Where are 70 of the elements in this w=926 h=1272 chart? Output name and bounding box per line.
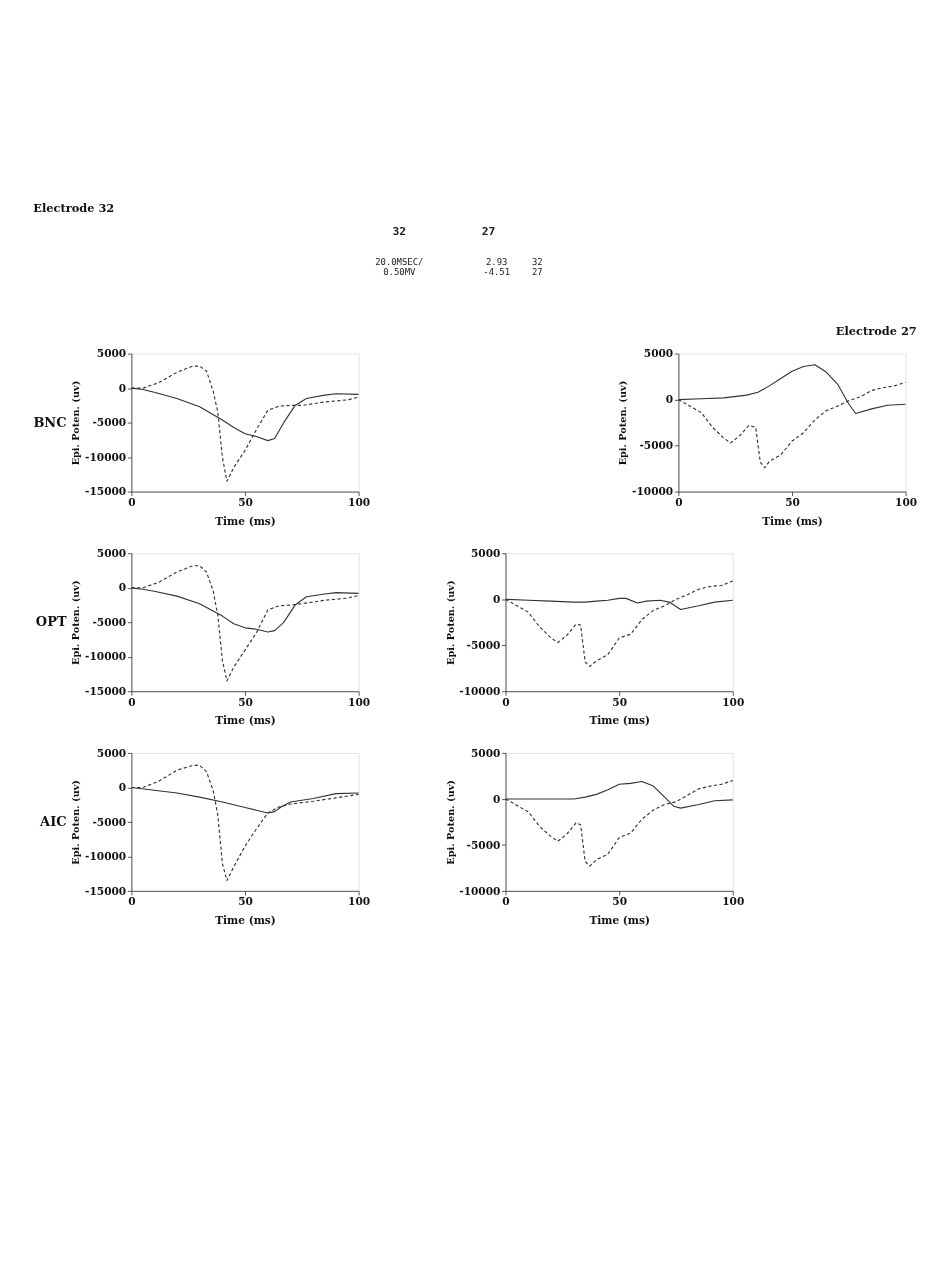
- x-tick-label: 100: [722, 895, 745, 908]
- x-tick-label: 50: [612, 695, 627, 708]
- y-tick-label: -15000: [85, 485, 127, 498]
- text: 20.0MSEC/: [375, 257, 424, 268]
- y-tick-label: 5000: [96, 746, 127, 759]
- chart-title: Electrode 32: [33, 201, 115, 216]
- y-tick-label: 5000: [470, 746, 501, 759]
- x-tick-label: 0: [502, 695, 510, 708]
- x-tick-label: 100: [348, 695, 371, 708]
- x-tick-label: 50: [238, 895, 253, 908]
- text: 0.50MV: [383, 266, 417, 277]
- y-tick-label: -15000: [85, 884, 127, 897]
- x-axis-title: Time (ms): [215, 514, 276, 527]
- x-axis-title: Time (ms): [589, 913, 650, 926]
- y-tick-label: -5000: [466, 838, 501, 851]
- y-tick-label: -10000: [459, 884, 501, 897]
- x-tick-label: 0: [128, 695, 136, 708]
- y-tick-label: 0: [492, 792, 501, 805]
- x-tick-label: 0: [128, 895, 136, 908]
- x-axis-title: Time (ms): [589, 714, 650, 727]
- y-tick-label: 5000: [643, 347, 674, 360]
- x-axis-title: Time (ms): [215, 913, 276, 926]
- y-tick-label: -15000: [85, 684, 127, 697]
- y-tick-label: 0: [665, 393, 674, 406]
- text: BNC: [33, 414, 67, 430]
- y-tick-label: -5000: [92, 416, 127, 429]
- x-tick-label: 0: [502, 895, 510, 908]
- y-axis-title: Epi. Poten. (uv): [444, 580, 456, 666]
- y-tick-label: 5000: [96, 546, 127, 559]
- y-axis-title: Epi. Poten. (uv): [70, 580, 82, 666]
- y-axis-title: Epi. Poten. (uv): [70, 380, 82, 466]
- text: 32: [531, 257, 543, 268]
- y-tick-label: 0: [118, 381, 127, 394]
- x-tick-label: 100: [348, 895, 371, 908]
- text: AIC: [39, 814, 67, 830]
- y-tick-label: -10000: [85, 850, 127, 863]
- text: 2.93: [485, 257, 508, 268]
- y-tick-label: -10000: [632, 485, 674, 498]
- y-tick-label: -5000: [92, 615, 127, 628]
- y-tick-label: -5000: [466, 638, 501, 651]
- y-axis-title: Epi. Poten. (uv): [444, 780, 456, 865]
- y-axis-title: Epi. Poten. (uv): [70, 780, 82, 865]
- y-tick-label: 0: [118, 581, 127, 594]
- chart-title: Electrode 27: [835, 324, 917, 339]
- x-tick-label: 50: [238, 695, 253, 708]
- text: OPT: [35, 614, 67, 630]
- x-tick-label: 100: [348, 495, 371, 508]
- x-tick-label: 50: [238, 495, 253, 508]
- x-tick-label: 100: [895, 495, 918, 508]
- y-tick-label: 5000: [96, 347, 127, 360]
- y-axis-title: Epi. Poten. (uv): [617, 380, 629, 466]
- x-tick-label: 0: [675, 495, 683, 508]
- x-axis-title: Time (ms): [762, 514, 823, 527]
- x-tick-label: 50: [785, 495, 800, 508]
- x-tick-label: 0: [128, 495, 136, 508]
- y-tick-label: -10000: [459, 684, 501, 697]
- y-tick-label: -5000: [639, 439, 674, 452]
- text: -4.51: [483, 266, 511, 277]
- y-tick-label: 0: [492, 592, 501, 605]
- text: 32: [392, 224, 407, 239]
- text: 27: [531, 266, 543, 277]
- y-tick-label: -5000: [92, 815, 127, 828]
- x-axis-title: Time (ms): [215, 714, 276, 727]
- y-tick-label: -10000: [85, 650, 127, 663]
- y-tick-label: -10000: [85, 450, 127, 463]
- y-tick-label: 0: [118, 781, 127, 794]
- y-tick-label: 5000: [470, 546, 501, 559]
- x-tick-label: 50: [612, 895, 627, 908]
- text: 27: [481, 224, 496, 239]
- x-tick-label: 100: [722, 695, 745, 708]
